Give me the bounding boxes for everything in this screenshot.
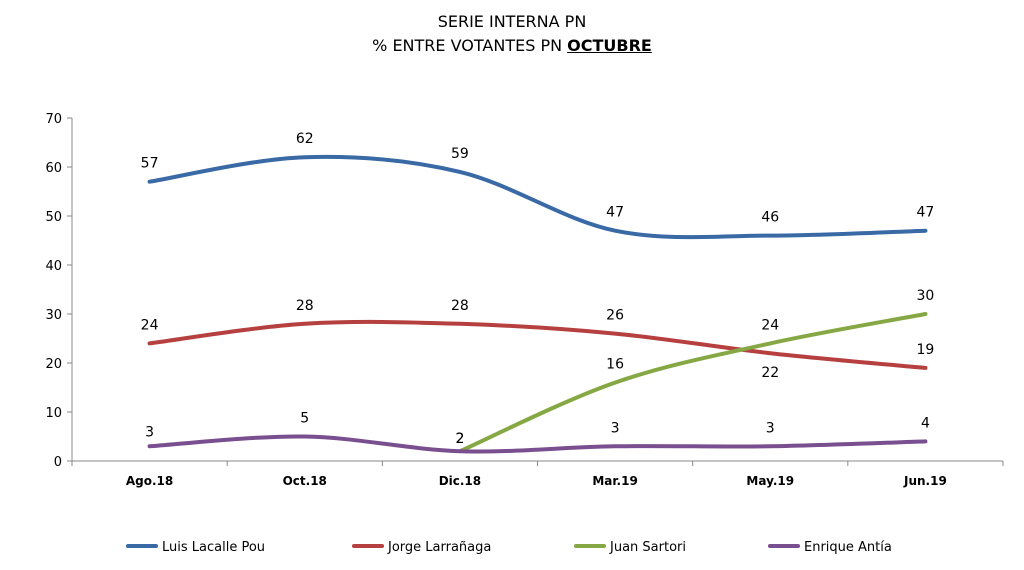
- chart-subtitle-prefix: % ENTRE VOTANTES PN: [372, 36, 568, 55]
- y-tick-label: 20: [45, 357, 62, 372]
- data-point: [768, 351, 772, 355]
- data-label: 28: [451, 298, 469, 314]
- data-point: [923, 312, 927, 316]
- data-label: 3: [611, 420, 620, 436]
- data-point: [458, 449, 462, 453]
- series-line-3: [147, 434, 928, 454]
- legend: Luis Lacalle Pou Jorge Larrañaga Juan Sart…: [126, 540, 892, 555]
- data-point: [613, 332, 617, 336]
- data-label: 4: [921, 415, 930, 431]
- y-tick-label: 10: [45, 406, 62, 421]
- x-tick-label: Jun.19: [903, 474, 947, 488]
- data-point: [923, 229, 927, 233]
- x-tick-label: Dic.18: [439, 474, 481, 488]
- data-point: [303, 435, 307, 438]
- y-tick-label: 30: [45, 308, 62, 323]
- y-tick-label: 40: [45, 259, 62, 274]
- data-label: 5: [300, 411, 309, 427]
- data-point: [923, 439, 927, 443]
- data-label: 2: [455, 431, 464, 447]
- legend-label: Luis Lacalle Pou: [162, 540, 265, 555]
- data-label: 3: [145, 424, 154, 440]
- y-tick-label: 70: [45, 112, 62, 127]
- data-label: 62: [296, 131, 314, 147]
- legend-label: Juan Sartori: [609, 540, 686, 555]
- data-point: [148, 180, 152, 184]
- series-line-0: [147, 154, 928, 240]
- y-tick-label: 60: [45, 161, 62, 176]
- x-tick-label: Ago.18: [126, 474, 173, 488]
- data-label: 26: [606, 308, 624, 324]
- data-label: 2: [455, 431, 464, 447]
- data-label: 24: [141, 317, 159, 333]
- x-tick-label: May.19: [746, 474, 794, 488]
- data-label: 57: [141, 156, 159, 172]
- series-layer: [147, 154, 928, 454]
- data-point: [458, 170, 462, 174]
- data-point: [768, 341, 772, 345]
- data-label: 3: [766, 420, 775, 436]
- y-tick-label: 50: [45, 210, 62, 225]
- chart-subtitle: % ENTRE VOTANTES PN OCTUBRE: [0, 36, 1024, 56]
- axes: 0 10 20 30 40 50 60 70 Ago.18 Oct.18 Dic.18 Mar.19 M…: [45, 112, 1004, 488]
- y-tick-label: 0: [54, 455, 62, 470]
- data-point: [768, 234, 772, 238]
- x-tick-label: Mar.19: [592, 474, 638, 488]
- data-label: 47: [917, 205, 935, 221]
- data-point: [303, 322, 307, 326]
- data-point: [613, 444, 617, 448]
- x-tick-label: Oct.18: [283, 474, 327, 488]
- data-label: 47: [606, 205, 624, 221]
- legend-label: Enrique Antía: [804, 540, 892, 555]
- data-point: [923, 366, 927, 370]
- chart-title: SERIE INTERNA PN: [437, 12, 587, 31]
- data-point: [148, 444, 152, 448]
- data-point: [303, 155, 307, 159]
- data-point: [458, 322, 462, 326]
- chart-subtitle-highlight: OCTUBRE: [567, 36, 652, 55]
- data-label: 59: [451, 146, 469, 162]
- data-point: [613, 381, 617, 385]
- data-label: 28: [296, 298, 314, 314]
- data-point: [768, 444, 772, 448]
- data-label: 19: [917, 342, 935, 358]
- legend-label: Jorge Larrañaga: [387, 540, 491, 555]
- series-line-1: [147, 319, 928, 370]
- data-point: [613, 229, 617, 233]
- data-label: 30: [917, 288, 935, 304]
- series-line-2: [457, 312, 928, 454]
- data-label: 24: [761, 317, 779, 333]
- data-label: 16: [606, 357, 624, 373]
- data-point: [148, 341, 152, 345]
- data-label: 22: [761, 365, 779, 381]
- data-label: 46: [761, 210, 779, 226]
